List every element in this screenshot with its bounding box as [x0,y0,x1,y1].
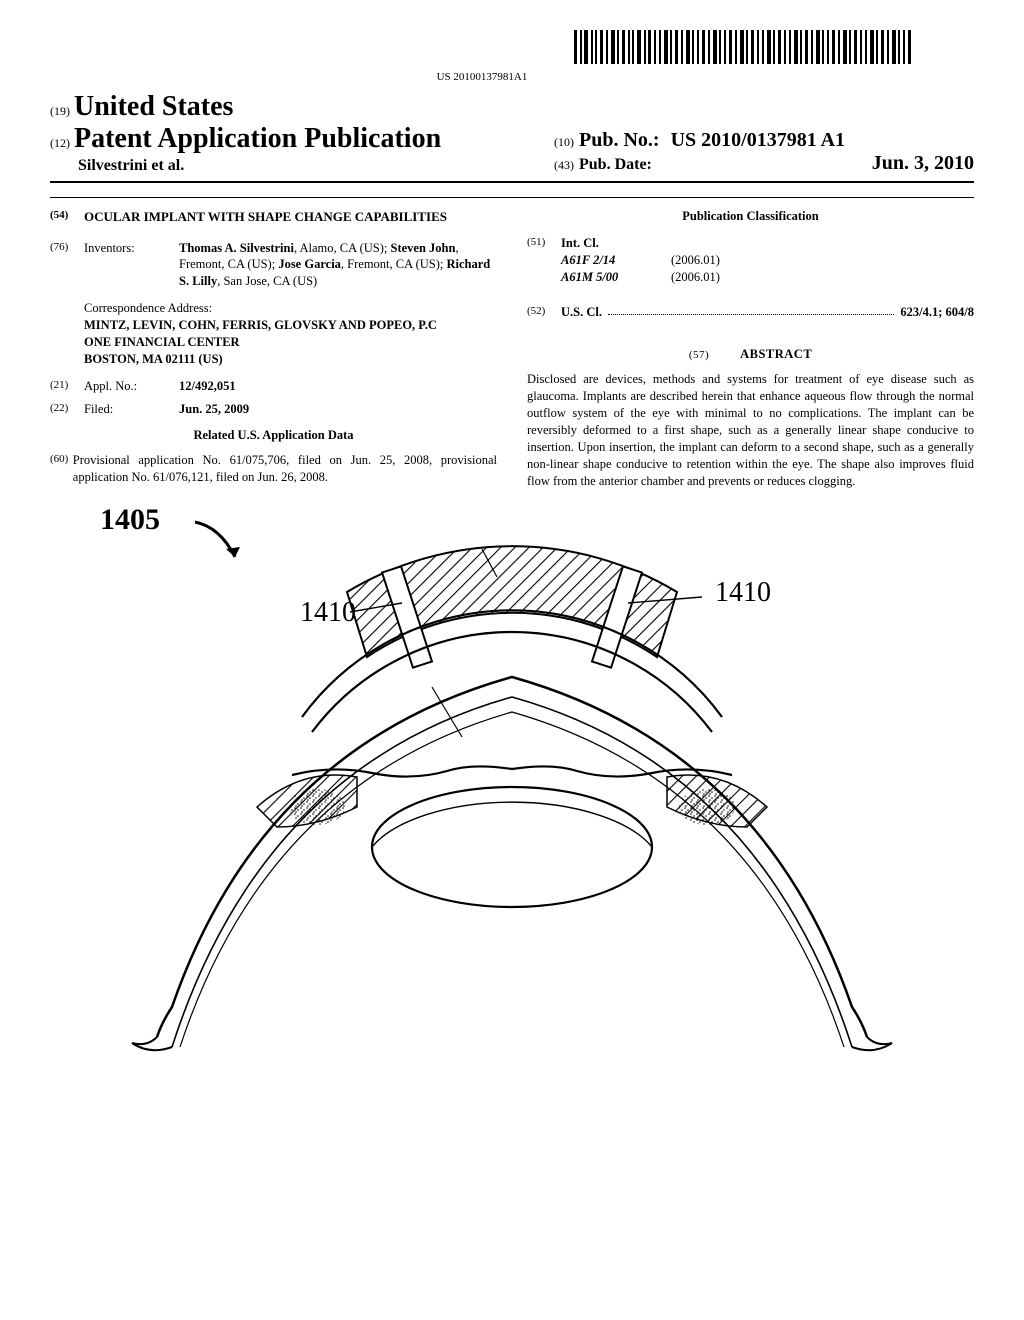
applno-value: 12/492,051 [179,378,497,395]
publication-type: Patent Application Publication [74,123,441,154]
intcl-code: A61M 5/00 [561,269,671,286]
intcl-label: Int. Cl. [561,235,599,252]
filed-label: Filed: [84,401,179,418]
filed-value: Jun. 25, 2009 [179,401,497,418]
field-21: (21) [50,378,84,395]
classification-title: Publication Classification [527,208,974,225]
figure: 1405 1410 1410 [50,507,974,1067]
leader-arrow-icon [190,517,250,577]
pubno-label: Pub. No.: [579,129,660,151]
field-19: (19) [50,104,70,118]
inventors-label: Inventors: [84,240,179,291]
intcl-ver: (2006.01) [671,269,720,286]
abstract-label: ABSTRACT [740,347,812,361]
dot-leader [608,304,894,315]
field-60: (60) [50,452,73,486]
patent-figure-svg [102,507,922,1067]
pubdate-label: Pub. Date: [579,156,652,173]
intcl-code: A61F 2/14 [561,252,671,269]
intcl-ver: (2006.01) [671,252,720,269]
field-54: (54) [50,208,84,226]
header: (19) United States (12) Patent Applicati… [50,91,974,175]
correspondence-line: BOSTON, MA 02111 (US) [84,351,497,368]
figure-ref-1410-right: 1410 [715,577,771,609]
inventors-value: Thomas A. Silvestrini, Alamo, CA (US); S… [179,240,497,291]
abstract-text: Disclosed are devices, methods and syste… [527,371,974,489]
field-12: (12) [50,136,70,150]
country: United States [74,91,233,122]
figure-ref-1410-left: 1410 [300,597,356,629]
invention-title: OCULAR IMPLANT WITH SHAPE CHANGE CAPABIL… [84,208,497,226]
correspondence-line: ONE FINANCIAL CENTER [84,334,497,351]
field-43: (43) [554,158,574,172]
related-title: Related U.S. Application Data [50,427,497,444]
barcode-block: US 20100137981A1 [50,30,914,83]
pubno-value: US 2010/0137981 A1 [671,129,845,151]
field-51: (51) [527,235,561,252]
pubdate-value: Jun. 3, 2010 [872,152,974,175]
field-57: (57) [689,349,709,361]
field-52: (52) [527,304,561,321]
field-10: (10) [554,135,574,149]
figure-ref-1405: 1405 [100,503,160,537]
rule-thin [50,197,974,198]
provisional-text: Provisional application No. 61/075,706, … [73,452,497,486]
field-76: (76) [50,240,84,291]
correspondence-line: MINTZ, LEVIN, COHN, FERRIS, GLOVSKY AND … [84,317,497,334]
barcode [574,30,914,69]
barcode-number: US 20100137981A1 [50,71,914,83]
correspondence-label: Correspondence Address: [84,300,497,317]
uscl-value: 623/4.1; 604/8 [900,304,974,321]
uscl-label: U.S. Cl. [561,304,602,321]
field-22: (22) [50,401,84,418]
correspondence: Correspondence Address: MINTZ, LEVIN, CO… [84,300,497,368]
author-line: Silvestrini et al. [78,157,441,175]
rule-thick [50,181,974,183]
applno-label: Appl. No.: [84,378,179,395]
